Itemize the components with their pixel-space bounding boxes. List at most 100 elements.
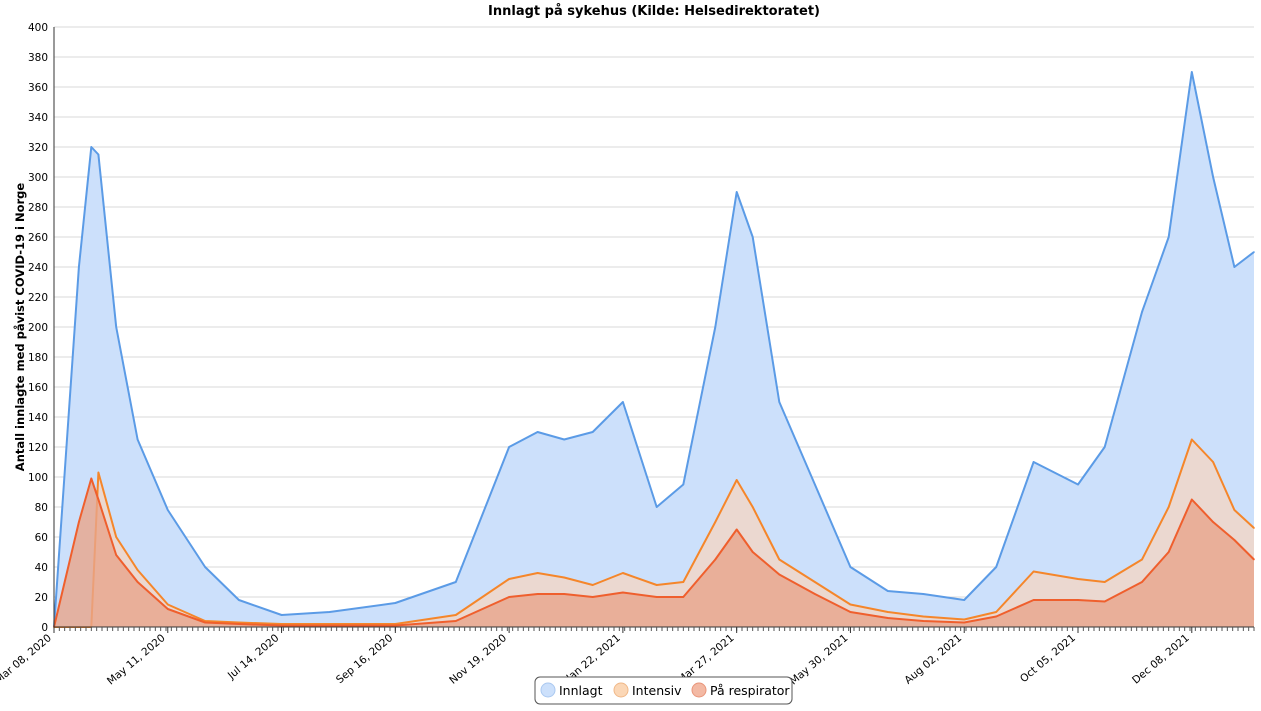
data-point-p-respirator-14: [536, 593, 539, 595]
data-point-innlagt-6: [167, 509, 169, 511]
data-point-intensiv-18: [655, 584, 658, 586]
data-point-innlagt-27: [922, 593, 925, 595]
legend: Innlagt Intensiv På respirator: [534, 676, 793, 705]
data-point-intensiv-24: [814, 581, 816, 583]
x-tick-label-10: Dec 08, 2021: [1130, 632, 1192, 686]
data-point-innlagt-34: [1167, 236, 1170, 238]
data-point-p-respirator-27: [922, 620, 925, 622]
data-point-innlagt-32: [1103, 446, 1106, 448]
x-tick-label-9: Oct 05, 2021: [1018, 632, 1078, 685]
data-point-intensiv-29: [995, 611, 997, 613]
data-point-innlagt-2: [90, 146, 93, 148]
data-point-innlagt-12: [455, 581, 457, 583]
data-point-p-respirator-23: [778, 573, 781, 576]
data-point-innlagt-1: [78, 266, 80, 268]
data-point-innlagt-10: [328, 611, 331, 613]
y-axis-ticks: 0 20 40 60 80 100 120 140 160 180 200 220 240 260 280 3…: [28, 22, 48, 634]
data-point-innlagt-35: [1191, 71, 1193, 73]
data-point-intensiv-3: [97, 471, 100, 474]
data-point-innlagt-30: [1032, 461, 1035, 463]
data-point-p-respirator-26: [887, 617, 889, 619]
data-point-innlagt-9: [280, 614, 283, 616]
x-tick-label-1: May 11, 2020: [105, 632, 168, 687]
chart-title: Innlagt på sykehus (Kilde: Helsedirektor…: [488, 4, 820, 19]
data-point-p-respirator-16: [591, 596, 594, 598]
data-point-intensiv-37: [1233, 509, 1236, 511]
data-point-p-respirator-31: [1077, 599, 1079, 601]
data-point-p-respirator-7: [204, 621, 206, 624]
series-areas: [53, 71, 1255, 628]
x-tick-label-0: Mar 08, 2020: [0, 632, 54, 686]
data-point-innlagt-28: [963, 599, 965, 601]
data-point-innlagt-24: [814, 483, 816, 486]
y-tick-label-20: 400: [28, 22, 48, 34]
data-point-p-respirator-18: [655, 596, 658, 598]
legend-label-pa-respirator[interactable]: På respirator: [710, 683, 790, 698]
data-point-p-respirator-15: [563, 593, 565, 595]
data-point-innlagt-3: [97, 153, 100, 156]
legend-swatch-pa-respirator[interactable]: [691, 682, 707, 698]
data-point-p-respirator-28: [963, 621, 965, 624]
data-point-innlagt-26: [887, 590, 889, 592]
data-point-p-respirator-20: [714, 558, 717, 561]
data-point-intensiv-28: [963, 618, 965, 621]
y-tick-label-14: 280: [28, 202, 48, 214]
data-point-p-respirator-17: [622, 591, 624, 594]
data-point-intensiv-19: [682, 581, 685, 583]
y-tick-label-5: 100: [28, 472, 48, 484]
data-point-innlagt-15: [563, 438, 565, 441]
data-point-intensiv-9: [280, 623, 283, 625]
data-point-p-respirator-21: [735, 528, 738, 531]
data-point-intensiv-22: [751, 506, 754, 508]
data-point-intensiv-16: [591, 584, 594, 586]
data-point-intensiv-35: [1191, 438, 1193, 441]
y-tick-label-2: 40: [35, 562, 48, 574]
data-point-intensiv-23: [778, 558, 781, 561]
data-point-p-respirator-29: [995, 615, 997, 618]
data-point-intensiv-38: [1253, 527, 1255, 529]
y-tick-label-17: 340: [28, 112, 48, 124]
data-point-intensiv-20: [714, 521, 717, 523]
y-tick-label-0: 0: [41, 622, 48, 634]
data-point-intensiv-34: [1167, 506, 1170, 508]
data-point-innlagt-14: [536, 431, 539, 433]
data-point-intensiv-36: [1212, 461, 1214, 463]
data-point-innlagt-17: [622, 401, 624, 403]
data-point-p-respirator-37: [1233, 539, 1236, 541]
data-point-innlagt-18: [655, 506, 658, 508]
legend-label-intensiv[interactable]: Intensiv: [632, 683, 682, 698]
x-tick-label-7: May 30, 2021: [788, 632, 851, 687]
series-area-innlagt: [54, 72, 1254, 627]
y-tick-label-10: 200: [28, 322, 48, 334]
y-tick-label-3: 60: [35, 532, 48, 544]
data-point-intensiv-10: [328, 623, 331, 625]
data-point-intensiv-14: [536, 572, 539, 574]
data-point-innlagt-31: [1077, 483, 1079, 486]
data-point-intensiv-30: [1032, 570, 1035, 573]
legend-label-innlagt[interactable]: Innlagt: [559, 683, 603, 698]
y-tick-label-19: 380: [28, 52, 48, 64]
data-point-intensiv-4: [115, 536, 117, 538]
data-point-intensiv-6: [167, 603, 169, 606]
data-point-p-respirator-30: [1032, 599, 1035, 601]
legend-swatch-intensiv[interactable]: [613, 682, 629, 698]
legend-swatch-innlagt[interactable]: [540, 682, 556, 698]
data-point-intensiv-33: [1141, 558, 1143, 561]
data-point-innlagt-22: [751, 236, 754, 238]
y-tick-label-6: 120: [28, 442, 48, 454]
data-point-p-respirator-4: [115, 554, 117, 556]
data-point-p-respirator-33: [1141, 581, 1143, 583]
data-point-intensiv-5: [136, 569, 139, 571]
y-tick-label-4: 80: [35, 502, 48, 514]
y-tick-label-9: 180: [28, 352, 48, 364]
data-point-innlagt-33: [1141, 311, 1143, 313]
y-tick-label-16: 320: [28, 142, 48, 154]
data-point-intensiv-32: [1103, 581, 1106, 583]
data-point-intensiv-25: [849, 603, 852, 606]
data-point-p-respirator-13: [508, 596, 510, 598]
data-point-intensiv-31: [1077, 578, 1079, 580]
data-point-innlagt-37: [1233, 266, 1236, 268]
x-tick-label-3: Sep 16, 2020: [334, 632, 395, 686]
data-point-p-respirator-25: [849, 611, 852, 613]
